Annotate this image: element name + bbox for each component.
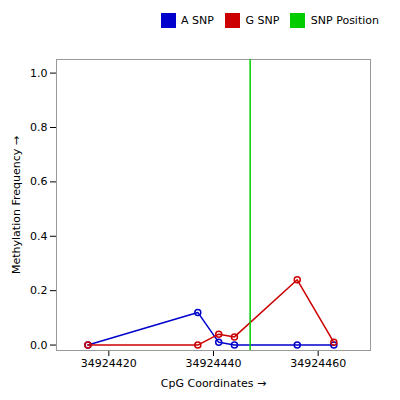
svg-text:34924440: 34924440 <box>186 357 242 370</box>
svg-text:34924460: 34924460 <box>290 357 346 370</box>
svg-text:0.6: 0.6 <box>30 175 48 188</box>
svg-text:0.0: 0.0 <box>30 338 48 351</box>
svg-text:CpG Coordinates →: CpG Coordinates → <box>161 376 266 389</box>
html-text:G SNP: G SNP <box>245 14 280 27</box>
svg-text:34924420: 34924420 <box>81 357 137 370</box>
svg-text:0.8: 0.8 <box>30 121 48 134</box>
html-text:SNP Position: SNP Position <box>310 14 379 27</box>
svg-text:1.0: 1.0 <box>30 66 48 79</box>
svg-text:0.4: 0.4 <box>30 229 48 242</box>
html-text:A SNP: A SNP <box>181 14 214 27</box>
svg-text:Methylation Frequency →: Methylation Frequency → <box>10 136 23 274</box>
svg-text:0.2: 0.2 <box>30 284 48 297</box>
